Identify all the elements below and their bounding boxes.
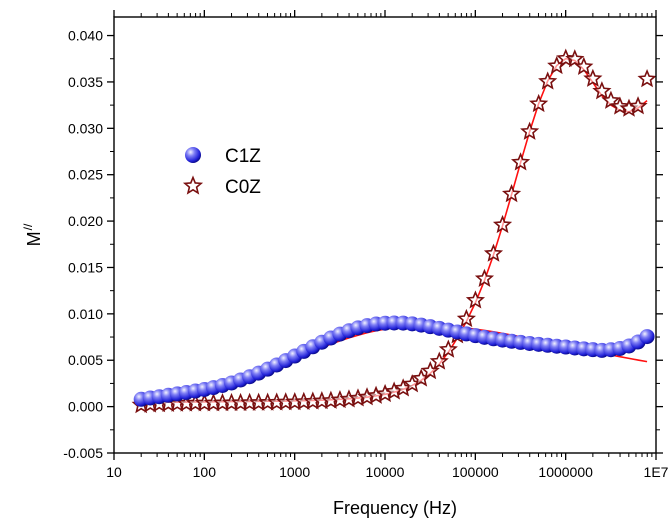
series-c0z-points [131,48,657,414]
y-axis-title-superscript: // [21,223,35,230]
c1z-point [639,329,655,345]
legend-c0z-marker [182,175,204,195]
legend-c1z-label: C1Z [225,146,261,167]
x-tick-label: 10 [106,464,122,480]
c0z-point [628,96,648,115]
y-tick-label: 0.030 [68,120,103,136]
y-axis-title-text: M// [21,223,44,246]
x-axis-title: Frequency (Hz) [333,498,457,518]
c0z-point [538,71,558,90]
c0z-point [510,152,531,171]
y-tick-label: 0.035 [68,74,103,90]
c0z-point [438,339,458,358]
c0z-point [501,184,522,203]
y-tick-label: 0.010 [68,306,103,322]
series-c1z-points [133,315,655,407]
c0z-point [492,214,513,234]
y-axis-title: M// [21,223,44,246]
x-tick-label: 1000000 [538,464,593,480]
c0z-point [565,49,585,68]
y-tick-label: 0.005 [68,352,103,368]
x-tick-label: 100 [193,464,217,480]
c0z-point [520,121,540,140]
x-tick-label: 10000 [366,464,405,480]
c0z-point [456,308,476,328]
legend-c1z-marker [185,147,201,163]
c0z-point [529,93,549,113]
c0z-point [637,68,657,88]
legend-c0z-label: C0Z [225,177,261,198]
y-tick-label: 0.015 [68,259,103,275]
y-tick-label: 0.040 [68,28,103,44]
y-tick-label: -0.005 [63,445,103,461]
c0z-point [429,351,449,370]
x-tick-label: 1E7 [644,464,669,480]
c0z-point [583,68,603,87]
c0z-point [592,81,612,100]
c0z-point [483,243,504,262]
y-tick-label: 0.020 [68,213,103,229]
x-tick-label: 100000 [452,464,499,480]
y-tick-label: 0.025 [68,167,103,183]
x-tick-label: 1000 [279,464,310,480]
axes: 10 100 1000 10000 100000 1000000 1E7 -0.005 0.00… [21,10,669,518]
c0z-point [465,290,486,309]
c0z-point [474,268,495,287]
c0z-point [574,56,594,75]
y-tick-label: 0.000 [68,399,103,415]
c0z-point [420,361,440,380]
